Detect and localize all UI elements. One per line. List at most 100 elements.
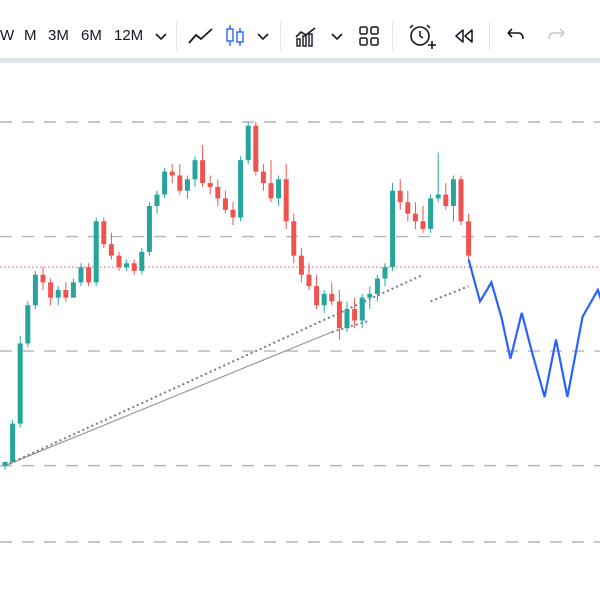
candle-body bbox=[458, 179, 464, 222]
candle bbox=[276, 175, 282, 206]
candle-body bbox=[390, 190, 396, 268]
candle-body bbox=[450, 179, 456, 206]
candle bbox=[108, 232, 114, 260]
candle bbox=[435, 152, 441, 203]
dotted-trendline bbox=[4, 273, 424, 467]
candle-body bbox=[405, 202, 411, 214]
timeframe-6m[interactable]: 6M bbox=[81, 27, 102, 44]
candle bbox=[253, 122, 259, 176]
candle-body bbox=[222, 198, 228, 210]
chart-toolbar: W M 3M 6M 12M bbox=[0, 0, 600, 58]
timeframe-w[interactable]: W bbox=[0, 27, 15, 44]
candle-body bbox=[108, 244, 114, 256]
candle-body bbox=[32, 274, 38, 306]
candle bbox=[336, 290, 342, 340]
layout-grid-icon[interactable] bbox=[352, 19, 386, 53]
candle-body bbox=[10, 423, 16, 462]
candle bbox=[450, 175, 456, 222]
candle-body bbox=[359, 297, 365, 321]
candle-body bbox=[177, 175, 183, 191]
candles bbox=[2, 122, 472, 470]
candle bbox=[25, 301, 31, 348]
timeframe-m[interactable]: M bbox=[24, 27, 37, 44]
timeframe-3m[interactable]: 3M bbox=[48, 27, 69, 44]
candle bbox=[458, 175, 464, 226]
indicators-icon[interactable] bbox=[288, 19, 322, 53]
candle-body bbox=[344, 309, 350, 329]
projection-path bbox=[467, 259, 600, 398]
candle bbox=[48, 278, 54, 306]
candle-body bbox=[200, 160, 206, 184]
redo-icon[interactable] bbox=[540, 19, 574, 53]
candle bbox=[207, 175, 213, 195]
candle-body bbox=[245, 125, 251, 161]
candle bbox=[93, 217, 99, 287]
candle bbox=[298, 248, 304, 283]
candle bbox=[428, 194, 434, 233]
toolbar-border bbox=[0, 58, 600, 63]
candle bbox=[162, 167, 168, 199]
candle-body bbox=[329, 293, 335, 302]
candle-body bbox=[86, 267, 92, 283]
candle bbox=[32, 270, 38, 310]
candle-body bbox=[230, 209, 236, 218]
candle bbox=[101, 217, 107, 248]
candlestick-icon[interactable] bbox=[218, 19, 252, 53]
candle-body bbox=[412, 213, 418, 222]
candle-body bbox=[207, 183, 213, 187]
candle bbox=[63, 282, 69, 302]
candle bbox=[40, 267, 46, 290]
candle bbox=[139, 248, 145, 275]
candle-body bbox=[352, 309, 358, 321]
candle-body bbox=[25, 305, 31, 344]
projection-line bbox=[467, 259, 600, 398]
candle-body bbox=[162, 171, 168, 195]
candle bbox=[55, 286, 61, 306]
candle-body bbox=[397, 190, 403, 203]
grid-lines bbox=[0, 121, 600, 543]
chevron-down-icon[interactable] bbox=[320, 19, 354, 53]
candle bbox=[344, 301, 350, 332]
alert-add-icon[interactable] bbox=[404, 19, 438, 53]
candle-body bbox=[215, 186, 221, 199]
toolbar-divider bbox=[176, 22, 177, 50]
candle-body bbox=[260, 171, 266, 184]
candle bbox=[116, 251, 122, 271]
candle-body bbox=[101, 221, 107, 245]
candle bbox=[10, 419, 16, 462]
candle bbox=[78, 263, 84, 287]
candle-body bbox=[63, 290, 69, 298]
candle-body bbox=[428, 198, 434, 229]
chevron-down-icon[interactable] bbox=[144, 19, 178, 53]
candle-body bbox=[93, 221, 99, 283]
price-chart[interactable] bbox=[0, 63, 600, 600]
toolbar-divider bbox=[489, 22, 490, 50]
candle bbox=[245, 122, 251, 164]
candle bbox=[374, 274, 380, 302]
candle-body bbox=[253, 125, 259, 172]
replay-icon[interactable] bbox=[446, 19, 480, 53]
undo-icon[interactable] bbox=[498, 19, 532, 53]
candle bbox=[154, 190, 160, 214]
candle bbox=[70, 278, 76, 298]
candle bbox=[184, 175, 190, 199]
candle-body bbox=[2, 461, 8, 466]
candle bbox=[283, 164, 289, 229]
candle bbox=[177, 164, 183, 195]
candle bbox=[367, 286, 373, 310]
candle-body bbox=[55, 290, 61, 298]
candle bbox=[192, 156, 198, 187]
candle-body bbox=[78, 267, 84, 283]
candle bbox=[124, 259, 130, 271]
candle bbox=[200, 144, 206, 187]
candle bbox=[443, 183, 449, 210]
line-chart-icon[interactable] bbox=[184, 19, 218, 53]
candle-body bbox=[298, 255, 304, 275]
candle bbox=[268, 160, 274, 203]
candle-body bbox=[116, 255, 122, 268]
candle-body bbox=[466, 221, 472, 256]
chevron-down-icon[interactable] bbox=[246, 19, 280, 53]
candle bbox=[412, 202, 418, 229]
candle bbox=[314, 274, 320, 310]
timeframe-12m[interactable]: 12M bbox=[114, 27, 144, 44]
